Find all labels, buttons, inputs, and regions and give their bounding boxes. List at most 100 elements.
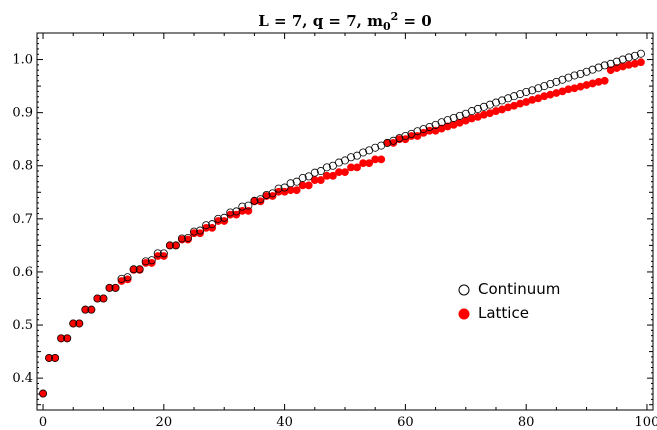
lattice-point bbox=[268, 192, 277, 200]
continuum-point bbox=[177, 234, 186, 243]
lattice-point bbox=[220, 217, 229, 225]
continuum-point bbox=[534, 84, 543, 93]
continuum-point bbox=[81, 305, 90, 314]
continuum-point bbox=[588, 65, 597, 74]
lattice-point bbox=[377, 155, 386, 164]
continuum-point bbox=[190, 227, 199, 236]
continuum-point bbox=[359, 148, 368, 157]
continuum-point bbox=[371, 143, 380, 152]
continuum-point bbox=[528, 86, 537, 95]
lattice-point bbox=[304, 181, 313, 190]
axis-tick-labels: 0 20 40 60 80 100 0.4 0.5 0.6 0.7 0.8 0.9 1.0 bbox=[12, 53, 657, 430]
continuum-point bbox=[630, 51, 639, 60]
continuum-point bbox=[75, 319, 84, 328]
continuum-point bbox=[564, 73, 573, 82]
continuum-point bbox=[413, 127, 422, 136]
continuum-point bbox=[401, 132, 410, 141]
legend-label-lattice: Lattice bbox=[478, 304, 529, 322]
continuum-point bbox=[473, 104, 482, 113]
lattice-point bbox=[256, 197, 265, 206]
continuum-point bbox=[425, 122, 434, 131]
axis-ticks bbox=[37, 33, 653, 410]
lattice-point bbox=[329, 171, 337, 180]
continuum-point bbox=[45, 353, 54, 362]
x-tick-label: 0 bbox=[39, 415, 47, 430]
lattice-point bbox=[123, 275, 132, 284]
continuum-point bbox=[238, 202, 247, 211]
continuum-point bbox=[636, 49, 645, 58]
continuum-point bbox=[63, 334, 72, 343]
x-tick-label: 20 bbox=[156, 415, 173, 430]
continuum-point bbox=[214, 214, 223, 223]
continuum-point bbox=[69, 319, 78, 328]
continuum-point bbox=[286, 179, 295, 188]
continuum-point bbox=[316, 167, 325, 176]
lattice-point bbox=[365, 159, 374, 167]
continuum-point bbox=[570, 71, 579, 80]
lattice-point bbox=[600, 76, 609, 85]
continuum-point bbox=[395, 134, 404, 143]
continuum-point bbox=[220, 213, 229, 222]
continuum-point bbox=[594, 63, 603, 72]
continuum-point bbox=[165, 241, 174, 250]
y-tick-label: 0.7 bbox=[12, 212, 33, 227]
continuum-point bbox=[153, 249, 162, 258]
continuum-point bbox=[159, 249, 168, 258]
lattice-point bbox=[316, 176, 325, 184]
continuum-point bbox=[123, 273, 132, 282]
lattice-point bbox=[341, 168, 349, 177]
continuum-point bbox=[467, 107, 476, 116]
continuum-point bbox=[437, 118, 446, 127]
continuum-point bbox=[183, 233, 192, 242]
continuum-point bbox=[334, 158, 343, 167]
continuum-point bbox=[310, 168, 319, 177]
continuum-point bbox=[576, 69, 585, 78]
continuum-point bbox=[618, 55, 627, 64]
x-tick-label: 40 bbox=[276, 415, 293, 430]
continuum-point bbox=[443, 116, 452, 125]
continuum-point bbox=[455, 111, 464, 120]
continuum-point bbox=[485, 100, 494, 109]
continuum-point bbox=[522, 87, 531, 96]
lattice-point bbox=[196, 229, 204, 238]
continuum-point bbox=[347, 153, 356, 162]
continuum-point bbox=[449, 113, 458, 122]
continuum-point bbox=[304, 172, 313, 181]
legend-marker-continuum bbox=[458, 284, 470, 296]
legend-label-continuum: Continuum bbox=[478, 280, 560, 298]
continuum-point bbox=[262, 190, 271, 199]
continuum-point bbox=[87, 305, 96, 314]
continuum-point bbox=[135, 265, 144, 274]
continuum-point bbox=[256, 195, 265, 204]
continuum-point bbox=[268, 189, 277, 198]
chart-title: L = 7, q = 7, m02 = 0 bbox=[258, 10, 431, 33]
continuum-point bbox=[540, 82, 549, 91]
chart-title-subscript: 0 bbox=[383, 20, 391, 33]
continuum-point bbox=[498, 96, 507, 105]
continuum-point bbox=[196, 226, 205, 235]
continuum-point bbox=[244, 201, 253, 210]
x-tick-label: 60 bbox=[397, 415, 414, 430]
continuum-point bbox=[546, 79, 555, 88]
chart-title-tail: = 0 bbox=[398, 12, 431, 30]
y-tick-label: 0.5 bbox=[12, 318, 33, 333]
continuum-point bbox=[226, 208, 235, 217]
data-points bbox=[39, 49, 645, 398]
lattice-point bbox=[147, 259, 156, 267]
lattice-point bbox=[353, 163, 361, 172]
continuum-point bbox=[99, 294, 108, 303]
continuum-point bbox=[274, 184, 283, 193]
legend-marker-lattice bbox=[458, 308, 470, 320]
y-tick-label: 0.4 bbox=[12, 371, 33, 386]
continuum-point bbox=[624, 53, 633, 62]
continuum-point bbox=[202, 221, 211, 230]
continuum-point bbox=[232, 207, 241, 216]
continuum-point bbox=[292, 177, 301, 186]
continuum-point bbox=[353, 151, 362, 160]
x-tick-label: 100 bbox=[635, 415, 657, 430]
lattice-point bbox=[389, 139, 398, 147]
continuum-point bbox=[328, 161, 337, 170]
continuum-point bbox=[105, 283, 114, 292]
continuum-point bbox=[51, 353, 60, 362]
